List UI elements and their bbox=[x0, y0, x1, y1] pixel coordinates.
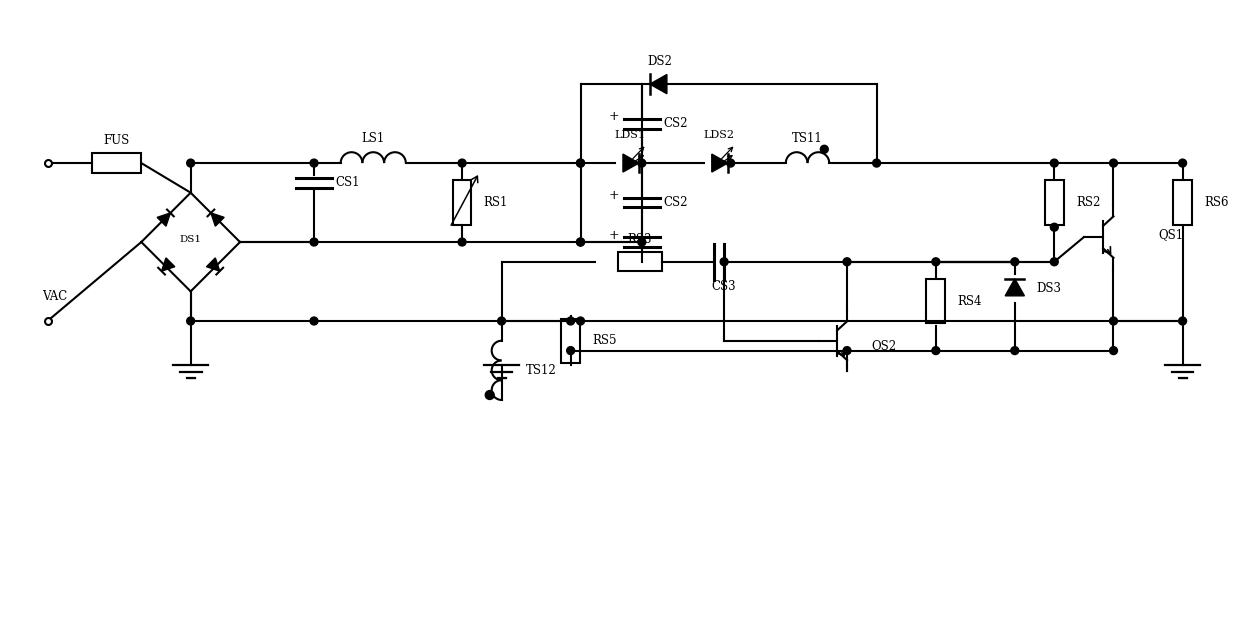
Bar bbox=[1173, 180, 1192, 225]
Text: DS2: DS2 bbox=[647, 55, 672, 68]
Circle shape bbox=[1050, 258, 1058, 266]
Circle shape bbox=[821, 146, 828, 153]
Text: FUS: FUS bbox=[103, 134, 130, 147]
Polygon shape bbox=[157, 213, 170, 226]
Text: TS11: TS11 bbox=[792, 132, 823, 145]
Circle shape bbox=[497, 317, 506, 325]
Circle shape bbox=[932, 347, 940, 354]
Bar bbox=[453, 180, 471, 225]
Circle shape bbox=[1110, 159, 1117, 167]
Bar bbox=[1045, 180, 1064, 225]
Polygon shape bbox=[712, 154, 728, 172]
Text: RS4: RS4 bbox=[957, 295, 982, 308]
Bar bbox=[618, 253, 662, 271]
Polygon shape bbox=[207, 258, 219, 271]
Text: ─: ─ bbox=[187, 372, 195, 386]
Bar bbox=[92, 153, 141, 173]
Polygon shape bbox=[211, 213, 224, 226]
Text: QS2: QS2 bbox=[872, 339, 897, 352]
Circle shape bbox=[577, 238, 584, 246]
Circle shape bbox=[577, 238, 584, 246]
Circle shape bbox=[187, 317, 195, 325]
Circle shape bbox=[458, 238, 466, 246]
Text: LDS2: LDS2 bbox=[703, 130, 734, 140]
Circle shape bbox=[843, 347, 851, 354]
Text: RS5: RS5 bbox=[593, 334, 616, 347]
Circle shape bbox=[637, 159, 646, 167]
Text: ─: ─ bbox=[1179, 372, 1187, 386]
Circle shape bbox=[932, 258, 940, 266]
Circle shape bbox=[310, 317, 317, 325]
Text: RS2: RS2 bbox=[1076, 196, 1100, 209]
Circle shape bbox=[1179, 317, 1187, 325]
Text: RS3: RS3 bbox=[627, 233, 652, 246]
Bar bbox=[562, 319, 580, 363]
Text: +: + bbox=[609, 189, 620, 202]
Circle shape bbox=[1110, 317, 1117, 325]
Text: RS6: RS6 bbox=[1204, 196, 1229, 209]
Text: DS1: DS1 bbox=[180, 235, 202, 244]
Text: LDS1: LDS1 bbox=[614, 130, 645, 140]
Text: TS12: TS12 bbox=[526, 364, 557, 377]
Text: LS1: LS1 bbox=[362, 132, 384, 145]
Circle shape bbox=[1179, 159, 1187, 167]
Circle shape bbox=[577, 159, 584, 167]
Text: +: + bbox=[609, 229, 620, 242]
Circle shape bbox=[1050, 159, 1058, 167]
Text: QS1: QS1 bbox=[1158, 228, 1183, 240]
Circle shape bbox=[1011, 347, 1019, 354]
Text: CS2: CS2 bbox=[663, 117, 688, 130]
Polygon shape bbox=[622, 154, 639, 172]
Circle shape bbox=[567, 347, 574, 354]
Polygon shape bbox=[1006, 279, 1024, 296]
Bar bbox=[926, 279, 945, 324]
Polygon shape bbox=[650, 74, 667, 94]
Text: VAC: VAC bbox=[42, 290, 68, 303]
Text: RS1: RS1 bbox=[484, 196, 508, 209]
Polygon shape bbox=[161, 258, 175, 271]
Circle shape bbox=[873, 159, 880, 167]
Text: ─: ─ bbox=[497, 372, 506, 386]
Circle shape bbox=[1011, 258, 1019, 266]
Circle shape bbox=[310, 159, 317, 167]
Circle shape bbox=[577, 317, 584, 325]
Circle shape bbox=[727, 159, 734, 167]
Circle shape bbox=[1110, 347, 1117, 354]
Text: DS3: DS3 bbox=[1037, 282, 1061, 295]
Circle shape bbox=[577, 159, 584, 167]
Text: CS1: CS1 bbox=[336, 176, 361, 189]
Circle shape bbox=[187, 159, 195, 167]
Circle shape bbox=[485, 390, 495, 399]
Circle shape bbox=[458, 159, 466, 167]
Text: +: + bbox=[609, 110, 620, 123]
Text: CS2: CS2 bbox=[663, 196, 688, 209]
Circle shape bbox=[567, 317, 574, 325]
Circle shape bbox=[637, 238, 646, 246]
Circle shape bbox=[1050, 223, 1058, 231]
Circle shape bbox=[310, 238, 317, 246]
Text: CS3: CS3 bbox=[712, 280, 737, 293]
Circle shape bbox=[720, 258, 728, 266]
Circle shape bbox=[843, 258, 851, 266]
